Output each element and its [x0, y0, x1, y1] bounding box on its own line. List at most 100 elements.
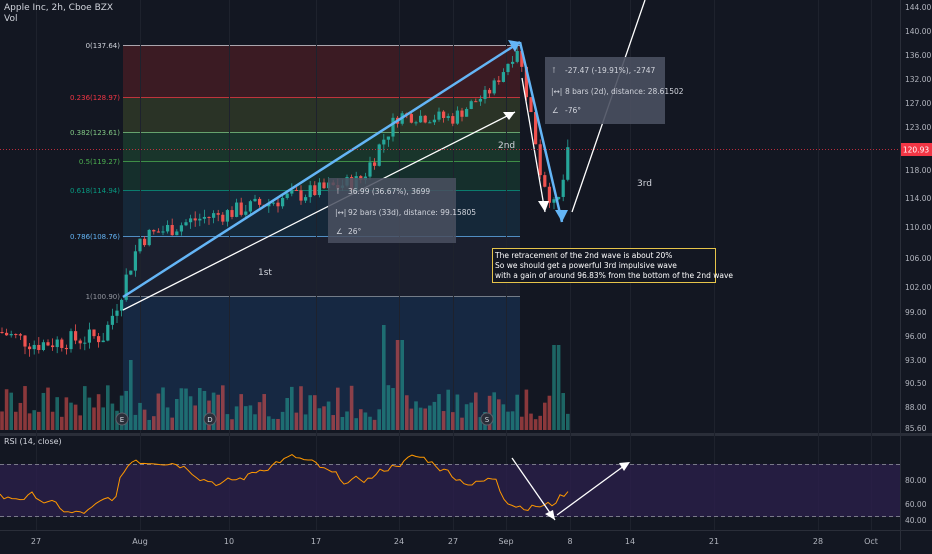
candle-body: [446, 116, 450, 118]
candle-body: [520, 51, 524, 67]
candle-body: [368, 162, 372, 177]
fib-band-0786-1: [123, 236, 520, 296]
rsi-line: [0, 454, 569, 514]
volume-bar: [533, 419, 538, 430]
candle-body: [391, 117, 395, 137]
price-tick-7: 114.00: [905, 194, 931, 203]
time-tick-3: 17: [311, 537, 321, 546]
measure-box-1-line-1: 36.99 (36.67%), 3699: [348, 187, 430, 196]
white-down-line[interactable]: [521, 77, 546, 213]
volume-bar: [55, 397, 59, 430]
rsi-axis[interactable]: 80.00 60.00 40.00: [905, 476, 927, 525]
rsi-down-arrow[interactable]: [511, 457, 556, 521]
candle-series: [0, 45, 570, 357]
blue-down-line[interactable]: [518, 41, 564, 223]
volume-bar: [561, 393, 565, 430]
time-tick-11: Oct: [864, 537, 878, 546]
fib-label-5: 0.786(108.76): [70, 233, 120, 241]
rsi-up-arrow[interactable]: [556, 462, 629, 516]
candle-body: [147, 229, 151, 246]
volume-bar: [313, 395, 317, 430]
rsi-legend[interactable]: RSI (14, close): [4, 437, 62, 446]
annotation-line-3: with a gain of around 96.83% from the bo…: [495, 271, 733, 280]
measure-box-1[interactable]: ⊺ 36.99 (36.67%), 3699 |↔| 92 bars (33d)…: [328, 178, 476, 243]
blue-trend-line[interactable]: [122, 40, 521, 299]
candle-body: [92, 329, 96, 337]
volume-bar: [317, 408, 322, 430]
rsi-indicator[interactable]: [0, 454, 900, 521]
candle-body: [143, 238, 147, 246]
price-axis[interactable]: 144.00 140.00 136.00 132.00 127.00 123.00 118.…: [905, 3, 931, 433]
volume-bar: [18, 402, 23, 430]
volume-bar: [303, 414, 308, 430]
measure-box-2[interactable]: ⊺ -27.47 (-19.91%), -2747 |↔| 8 bars (2d…: [545, 57, 684, 124]
candle-body: [138, 238, 142, 252]
candle-body: [409, 114, 413, 123]
time-tick-1: Aug: [132, 537, 148, 546]
event-marker-earnings[interactable]: [115, 412, 129, 426]
volume-bar: [161, 387, 165, 430]
event-marker-dividend[interactable]: [203, 412, 217, 426]
volume-bar: [391, 388, 395, 430]
time-axis[interactable]: 27 Aug 10 17 24 27 Sep 8 14 21 28 Oct: [31, 537, 878, 546]
candle-body: [299, 190, 303, 201]
candle-body: [193, 218, 197, 221]
candle-body: [276, 202, 280, 207]
time-tick-7: 8: [567, 537, 572, 546]
volume-bar: [193, 405, 197, 430]
volume-bar: [69, 402, 73, 430]
event-marker-split[interactable]: [480, 412, 494, 426]
candle-body: [253, 198, 257, 202]
candle-body: [377, 144, 381, 166]
volume-bar: [520, 416, 524, 430]
candle-body: [290, 189, 294, 194]
symbol-title[interactable]: Apple Inc, 2h, Cboe BZX: [4, 3, 114, 13]
blue-down-arrowhead: [555, 210, 568, 222]
candle-body: [506, 63, 510, 73]
price-tick-1: 140.00: [905, 27, 931, 36]
candle-body: [501, 72, 505, 82]
volume-bar: [372, 419, 377, 430]
candle-body: [451, 116, 455, 124]
candle-body: [437, 111, 441, 120]
candle-body: [460, 110, 464, 117]
event-markers[interactable]: E D S: [115, 412, 494, 426]
time-tick-5: 27: [448, 537, 458, 546]
rsi-tick-60: 60.00: [905, 500, 927, 509]
candle-body: [322, 182, 326, 189]
volume-bar: [556, 345, 561, 430]
volume-bar: [336, 387, 340, 430]
annotation-box[interactable]: The retracement of the 2nd wave is about…: [492, 248, 734, 283]
chart-header: Apple Inc, 2h, Cboe BZX Vol: [4, 3, 113, 25]
volume-bar: [455, 394, 460, 430]
volume-bar: [184, 388, 188, 430]
candle-body: [248, 201, 252, 212]
volume-bar: [179, 388, 184, 430]
candle-body: [124, 274, 128, 300]
volume-bar: [368, 416, 372, 430]
candle-body: [547, 186, 551, 203]
price-tick-5: 123.00: [905, 123, 931, 132]
candle-body: [41, 342, 45, 350]
candle-body: [32, 344, 36, 350]
time-tick-0: 27: [31, 537, 41, 546]
candle-body: [235, 202, 239, 217]
wave-label-2nd[interactable]: 2nd: [498, 141, 515, 151]
volume-bar: [354, 418, 358, 430]
fib-label-4: 0.618(114.94): [70, 187, 120, 195]
volume-bar: [501, 404, 506, 430]
wave-label-1st[interactable]: 1st: [258, 268, 272, 278]
candle-body: [184, 222, 188, 226]
white-trend-line[interactable]: [122, 111, 516, 311]
candle-body: [212, 213, 216, 218]
volume-legend[interactable]: Vol: [4, 14, 18, 24]
volume-bar: [497, 399, 501, 430]
volume-bar: [487, 395, 492, 430]
price-tick-9: 106.00: [905, 254, 931, 263]
rsi-band: [0, 464, 900, 517]
wave-label-3rd[interactable]: 3rd: [637, 179, 652, 189]
price-tick-15: 88.00: [905, 403, 927, 412]
volume-bar: [257, 402, 262, 430]
volume-bar: [37, 411, 41, 430]
volume-bar: [211, 392, 216, 430]
